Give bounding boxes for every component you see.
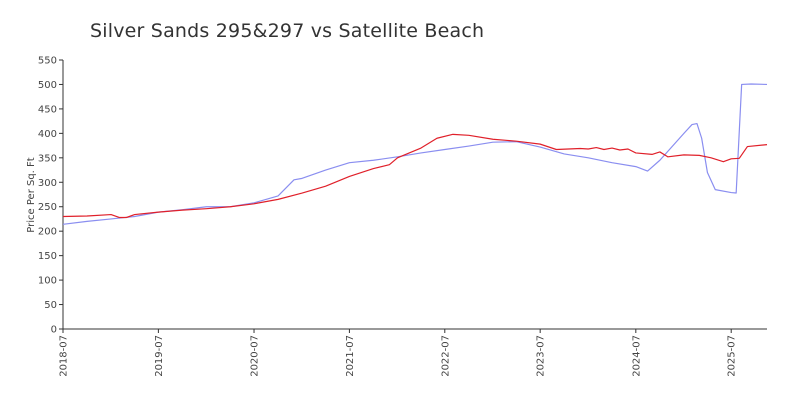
x-tick-label: 2020-07 [250, 335, 261, 377]
chart-title: Silver Sands 295&297 vs Satellite Beach [90, 20, 485, 42]
y-tick-label: 350 [38, 153, 57, 164]
y-tick-label: 100 [38, 276, 57, 287]
x-tick-label: 2023-07 [536, 335, 547, 377]
y-tick-label: 500 [38, 80, 57, 91]
series-layer [62, 83, 768, 225]
y-tick-label: 0 [51, 325, 57, 336]
y-tick-label: 200 [38, 227, 57, 238]
y-tick-label: 250 [38, 202, 57, 213]
x-tick-label: 2019-07 [154, 335, 165, 377]
y-axis: 0 50 100 150 200 250 300 350 400 450 500 550 [38, 56, 64, 336]
x-tick-label: 2024-07 [631, 335, 642, 377]
x-tick-label: 2021-07 [345, 335, 356, 377]
x-tick-label: 2022-07 [440, 335, 451, 377]
series-line-2 [62, 133, 768, 219]
y-tick-label: 400 [38, 129, 57, 140]
x-axis: 2018-07 2019-07 2020-07 2021-07 2022-07 2023-… [59, 328, 767, 377]
x-tick-label: 2018-07 [59, 335, 70, 377]
y-axis-title: Price Per Sq. Ft [26, 157, 37, 232]
y-tick-label: 150 [38, 251, 57, 262]
y-tick-label: 300 [38, 178, 57, 189]
y-tick-label: 450 [38, 104, 57, 115]
series-line-1 [62, 83, 768, 225]
y-tick-label: 50 [44, 300, 57, 311]
y-tick-label: 550 [38, 56, 57, 67]
x-tick-label: 2025-07 [727, 335, 738, 377]
